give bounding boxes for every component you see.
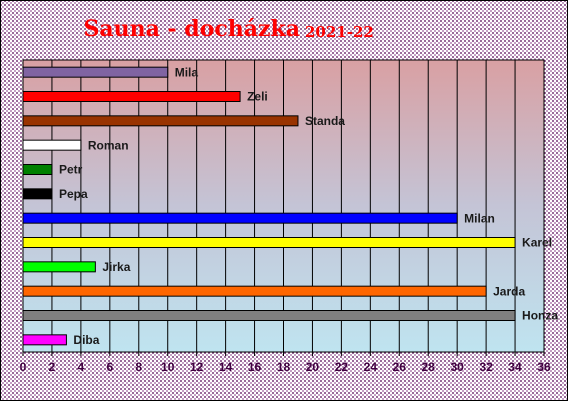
chart-title: Sauna - docházka (83, 16, 300, 42)
bar-label: Honza (522, 309, 558, 323)
chart-subtitle: 2021-22 (305, 23, 374, 41)
bar-label: Standa (305, 114, 345, 128)
bar-label: Zeli (247, 90, 268, 104)
bar-label: Roman (88, 138, 129, 152)
bar-label: Mila (175, 65, 199, 79)
x-tick-label: 22 (335, 360, 349, 374)
x-tick-label: 30 (450, 360, 464, 374)
bar (22, 164, 53, 175)
bar (22, 285, 487, 297)
bar (22, 115, 299, 127)
plot-border (22, 59, 545, 353)
x-tick-label: 24 (364, 360, 378, 374)
bar (22, 212, 458, 224)
bar (22, 91, 241, 102)
x-tick-label: 14 (219, 360, 233, 374)
x-tick-label: 26 (393, 360, 407, 374)
bar-label: Jirka (102, 260, 130, 274)
bar (22, 310, 516, 321)
x-tick-label: 28 (422, 360, 436, 374)
x-tick-label: 6 (106, 360, 113, 374)
bar (22, 237, 516, 248)
bar-label: Diba (73, 333, 99, 347)
bar (22, 188, 53, 200)
x-tick-label: 34 (508, 360, 522, 374)
bar (22, 139, 82, 151)
bar-label: Jarda (493, 284, 525, 298)
x-tick-label: 20 (306, 360, 320, 374)
x-tick-label: 12 (190, 360, 204, 374)
x-tick-label: 8 (135, 360, 142, 374)
x-tick-label: 2 (49, 360, 56, 374)
bar-label: Petr (59, 163, 83, 177)
x-tick-label: 4 (78, 360, 85, 374)
x-tick-label: 32 (479, 360, 493, 374)
bar (22, 66, 169, 78)
x-tick-label: 18 (277, 360, 291, 374)
bar-label: Pepa (59, 187, 88, 201)
x-tick-label: 16 (248, 360, 262, 374)
x-tick-label: 0 (20, 360, 27, 374)
bar (22, 261, 96, 273)
x-tick-label: 36 (537, 360, 551, 374)
bar-label: Karel (522, 236, 552, 250)
bar-label: Milan (464, 211, 495, 225)
bar (22, 334, 67, 346)
x-tick-label: 10 (161, 360, 175, 374)
